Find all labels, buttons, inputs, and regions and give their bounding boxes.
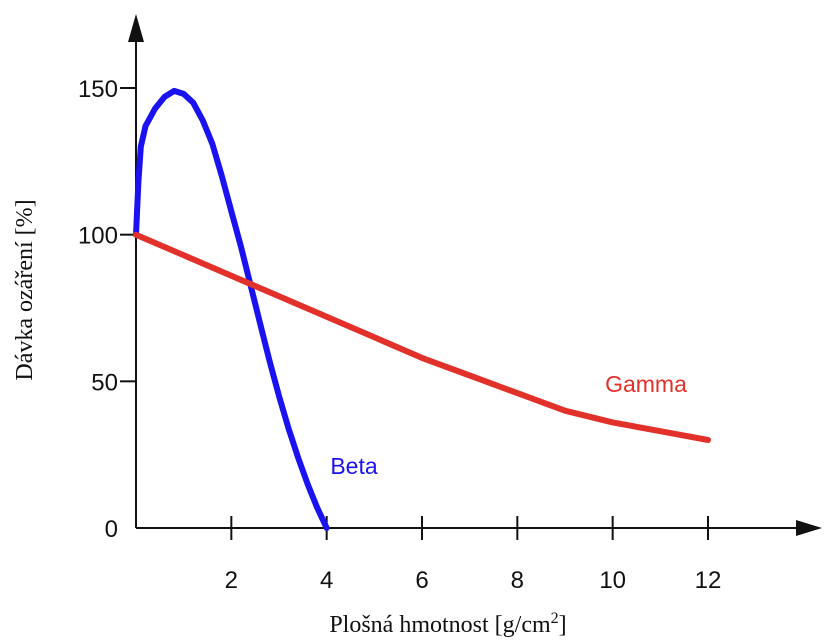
- gamma-series-label: Gamma: [605, 371, 687, 397]
- x-tick-label: 10: [599, 567, 626, 594]
- x-axis-title: Plošná hmotnost [g/cm2]: [329, 610, 566, 638]
- x-tick-label: 8: [511, 567, 524, 594]
- y-ticks: 0 50 100 150: [78, 76, 136, 543]
- axes: [128, 14, 822, 536]
- y-tick-label: 100: [78, 223, 118, 250]
- series-labels: Beta Gamma: [330, 371, 687, 479]
- x-tick-label: 4: [320, 567, 333, 594]
- y-tick-label: 0: [105, 516, 118, 543]
- x-tick-label: 6: [415, 567, 428, 594]
- x-axis-arrow: [796, 520, 822, 536]
- y-axis-arrow: [128, 14, 144, 42]
- y-tick-label: 150: [78, 76, 118, 103]
- x-ticks: 2 4 6 8 10 12: [225, 516, 722, 594]
- y-tick-label: 50: [91, 369, 118, 396]
- beta-series-label: Beta: [330, 453, 378, 479]
- gamma-series-line: [133, 231, 711, 443]
- x-tick-label: 12: [695, 567, 722, 594]
- beta-series-line: [133, 87, 330, 531]
- x-tick-label: 2: [225, 567, 238, 594]
- series-layer: [133, 87, 711, 531]
- y-axis-title: Dávka ozáření [%]: [12, 199, 38, 380]
